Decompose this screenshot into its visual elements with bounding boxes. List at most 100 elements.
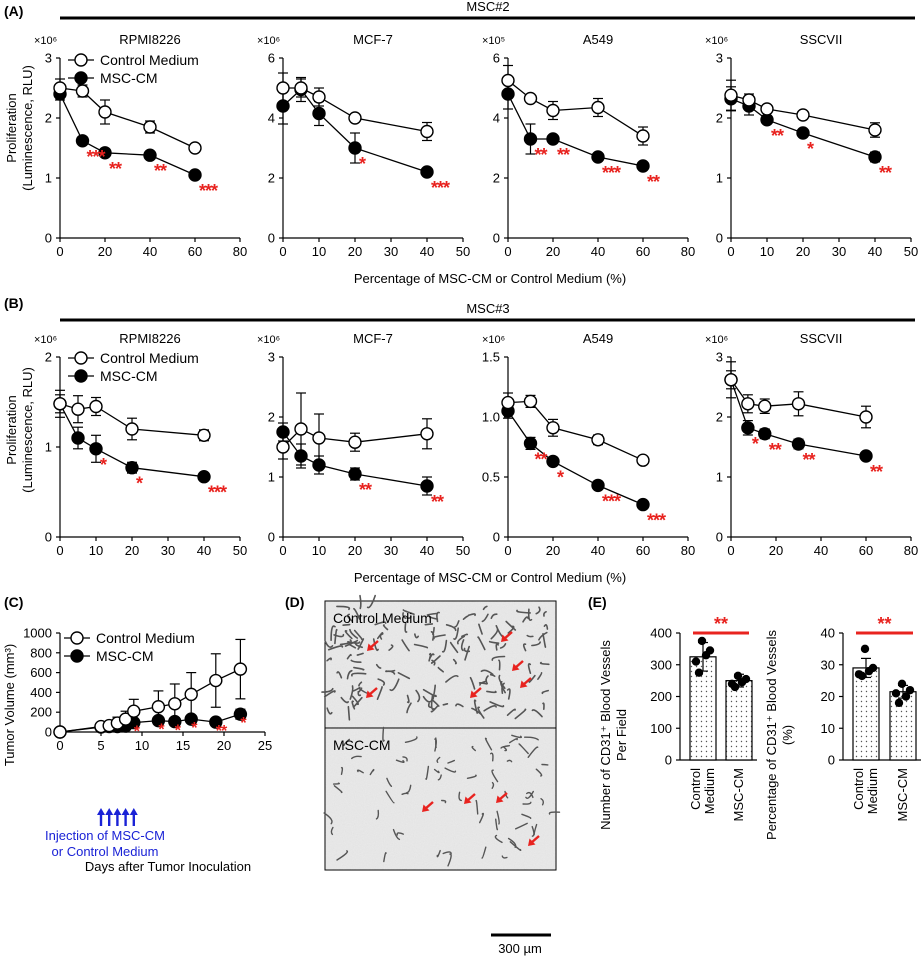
y-tick-label: 2 xyxy=(45,111,52,126)
x-tick-label: 0 xyxy=(56,244,63,259)
point-control xyxy=(53,397,67,411)
blood-vessel xyxy=(353,629,363,641)
blood-vessel xyxy=(542,633,547,648)
blood-vessel xyxy=(515,822,528,830)
series-line-control xyxy=(507,400,644,461)
y-tick-label: 1 xyxy=(716,171,723,186)
category-label: MSC-CM xyxy=(731,768,746,821)
blood-vessel xyxy=(351,686,361,692)
blood-vessel xyxy=(401,792,409,795)
x-tick-label: 20 xyxy=(217,738,231,753)
significance-label: * xyxy=(136,474,143,494)
significance-label: *** xyxy=(199,181,218,201)
data-point xyxy=(894,698,904,708)
blood-vessel xyxy=(496,810,500,825)
y-tick-label: 200 xyxy=(650,689,672,704)
point-control xyxy=(98,105,112,119)
blood-vessel xyxy=(402,612,407,620)
blood-vessel xyxy=(543,624,549,630)
blood-vessel xyxy=(505,620,517,631)
x-tick-label: 40 xyxy=(591,543,605,558)
red-arrow-head xyxy=(422,804,430,812)
blood-vessel xyxy=(342,623,351,626)
x-tick-label: 60 xyxy=(636,543,650,558)
point-msc-cm xyxy=(233,707,248,721)
blood-vessel xyxy=(397,672,411,680)
x-tick-label: 20 xyxy=(125,543,139,558)
blood-vessel xyxy=(538,631,548,641)
blood-vessel xyxy=(404,736,418,743)
y-tick-label: 400 xyxy=(650,626,672,641)
blood-vessel xyxy=(449,641,459,654)
point-msc-cm xyxy=(868,150,882,164)
red-arrow-head xyxy=(496,795,504,803)
red-arrow-head xyxy=(512,663,520,671)
x-tick-label: 25 xyxy=(258,738,272,753)
y-tick-label: 0 xyxy=(828,753,835,768)
y-tick-label: 20 xyxy=(821,689,835,704)
group-label-b: MSC#3 xyxy=(466,301,509,316)
blood-vessel xyxy=(495,643,499,651)
point-control xyxy=(118,712,133,726)
x-tick-label: 0 xyxy=(504,543,511,558)
y-tick-label: 2 xyxy=(45,350,52,365)
y-tick-label: 1.0 xyxy=(482,410,500,425)
y-tick-label: 10 xyxy=(821,721,835,736)
blood-vessel xyxy=(350,672,367,677)
blood-vessel xyxy=(377,678,386,686)
significance-label: *** xyxy=(431,178,450,198)
y-tick-label: 2 xyxy=(716,410,723,425)
blood-vessel xyxy=(498,674,506,689)
y-tick-label: 4 xyxy=(493,111,500,126)
point-msc-cm xyxy=(791,437,806,451)
point-control xyxy=(312,90,326,104)
blood-vessel xyxy=(501,855,508,859)
blood-vessel xyxy=(415,689,421,703)
x-tick-label: 0 xyxy=(727,244,734,259)
point-control xyxy=(724,373,738,387)
point-msc-cm xyxy=(197,470,211,484)
blood-vessel xyxy=(541,689,549,695)
blood-vessel xyxy=(441,799,447,804)
x-tick-label: 40 xyxy=(868,244,882,259)
blood-vessel xyxy=(531,641,541,647)
injection-arrow-head xyxy=(97,808,105,815)
x-tick-label: 10 xyxy=(312,244,326,259)
blood-vessel xyxy=(488,640,500,644)
category-label: Medium xyxy=(865,768,880,814)
point-control xyxy=(312,431,326,445)
blood-vessel xyxy=(358,687,363,693)
blood-vessel xyxy=(352,696,363,708)
blood-vessel xyxy=(461,633,469,638)
blood-vessel xyxy=(495,818,499,831)
x-tick-label: 20 xyxy=(546,244,560,259)
blood-vessel xyxy=(453,627,459,640)
data-point xyxy=(737,678,747,687)
x-tick-label: 0 xyxy=(727,543,734,558)
blood-vessel xyxy=(498,659,501,671)
y-multiplier: ×10⁶ xyxy=(34,334,57,346)
x-tick-label: 80 xyxy=(904,543,918,558)
blood-vessel xyxy=(402,609,415,615)
blood-vessel xyxy=(475,799,479,815)
blood-vessel xyxy=(385,790,395,804)
point-control xyxy=(348,111,362,125)
blood-vessel xyxy=(447,853,452,867)
category-label: Control xyxy=(851,768,866,810)
data-point xyxy=(691,657,701,666)
ylabel-e2-line2: (%) xyxy=(780,725,795,745)
chart-title: A549 xyxy=(583,32,613,47)
y-multiplier: ×10⁶ xyxy=(34,35,57,47)
blood-vessel xyxy=(388,644,394,651)
significance-label: ** xyxy=(803,450,816,470)
blood-vessel xyxy=(491,781,495,789)
x-tick-label: 60 xyxy=(188,244,202,259)
bar xyxy=(852,667,880,761)
legend-label-msc-cm: MSC-CM xyxy=(100,70,158,86)
blood-vessel xyxy=(343,738,350,747)
y-multiplier: ×10⁶ xyxy=(705,334,728,346)
micrograph-msc-cm-label: MSC-CM xyxy=(333,737,391,753)
x-tick-label: 80 xyxy=(681,244,695,259)
blood-vessel xyxy=(447,759,455,764)
